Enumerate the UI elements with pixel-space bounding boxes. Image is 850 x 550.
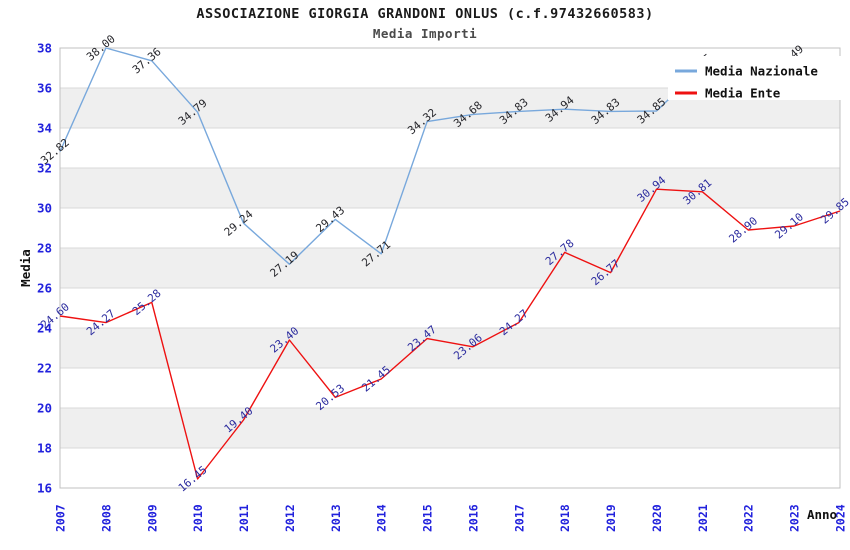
- x-tick-label: 2016: [466, 504, 480, 532]
- x-tick-label: 2023: [788, 504, 802, 532]
- plot-band: [60, 368, 840, 408]
- plot-band: [60, 288, 840, 328]
- x-tick-label: 2017: [512, 504, 526, 532]
- plot-band: [60, 448, 840, 488]
- y-tick-label: 22: [37, 361, 52, 376]
- x-tick-label: 2010: [191, 504, 205, 532]
- y-tick-label: 34: [37, 121, 52, 136]
- y-tick-label: 38: [37, 41, 52, 56]
- y-tick-label: 32: [37, 161, 52, 176]
- legend-label-1: Media Ente: [705, 86, 781, 101]
- plot-band: [60, 168, 840, 208]
- y-tick-label: 18: [37, 441, 52, 456]
- series-line-media-ente: [59, 188, 841, 480]
- x-tick-label: 2011: [237, 504, 251, 532]
- plot-band: [60, 408, 840, 448]
- x-tick-label: 2021: [696, 504, 710, 532]
- x-tick-label: 2022: [742, 504, 756, 532]
- chart-title: ASSOCIAZIONE GIORGIA GRANDONI ONLUS (c.f…: [196, 6, 654, 22]
- x-tick-label: 2008: [99, 504, 113, 532]
- plot-border: [59, 47, 841, 489]
- y-tick-label: 26: [37, 281, 52, 296]
- y-tick-label: 20: [37, 401, 52, 416]
- y-tick-label: 30: [37, 201, 52, 216]
- x-tick-label: 2009: [145, 504, 159, 532]
- y-tick-label: 16: [37, 481, 52, 496]
- plot-band: [60, 328, 840, 368]
- x-tick-label: 2019: [604, 504, 618, 532]
- x-tick-label: 2013: [329, 504, 343, 532]
- y-axis-title: Media: [18, 249, 33, 287]
- x-tick-label: 2014: [375, 504, 389, 532]
- legend-label-0: Media Nazionale: [705, 64, 818, 79]
- x-tick-label: 2020: [650, 504, 664, 532]
- chart-subtitle: Media Importi: [372, 26, 478, 41]
- legend: Media Nazionale Media Ente: [668, 56, 842, 101]
- x-axis-title: Anno: [807, 507, 837, 522]
- x-tick-label: 2024: [834, 504, 848, 532]
- x-tick-label: 2007: [54, 504, 68, 532]
- plot-band: [60, 248, 840, 288]
- y-tick-label: 28: [37, 241, 52, 256]
- plot-band: [60, 128, 840, 168]
- x-tick-label: 2015: [421, 504, 435, 532]
- y-tick-label: 24: [37, 321, 52, 336]
- plot-band: [60, 208, 840, 248]
- y-tick-label: 36: [37, 81, 52, 96]
- x-tick-label: 2012: [283, 504, 297, 532]
- x-tick-label: 2018: [558, 504, 572, 532]
